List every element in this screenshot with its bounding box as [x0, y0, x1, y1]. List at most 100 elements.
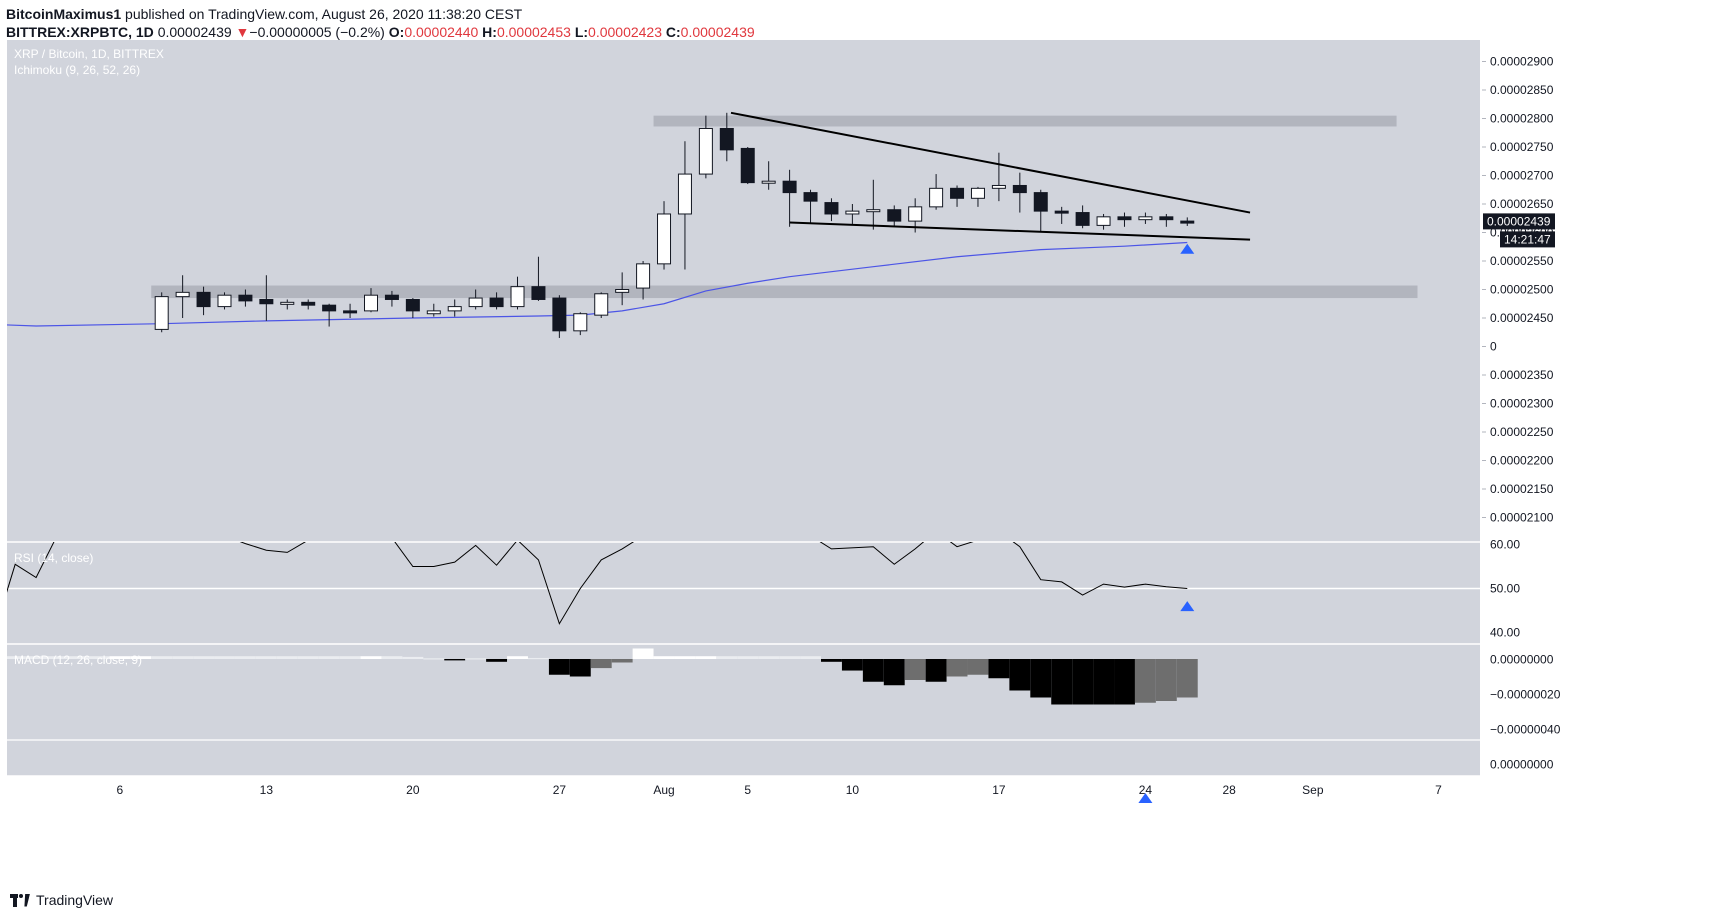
macd-histogram-bar — [339, 656, 361, 659]
publisher-name[interactable]: BitcoinMaximus1 — [6, 6, 122, 22]
macd-histogram-bar — [611, 659, 633, 663]
candle — [468, 289, 483, 310]
date-tick-label: 5 — [744, 783, 751, 797]
price-tick-label: 0.00002300 — [1490, 397, 1554, 411]
candle — [154, 292, 169, 333]
macd-histogram-bar — [214, 656, 235, 659]
price-tick-label: 0.00002550 — [1490, 254, 1554, 268]
rsi-label: RSI (14, close) — [14, 551, 93, 565]
macd-histogram-bar — [172, 656, 194, 659]
bear-candle-body — [1180, 220, 1195, 224]
bull-candle-body — [929, 187, 944, 208]
bear-candle-body — [719, 127, 734, 151]
candle — [698, 115, 713, 179]
bear-candle-body — [259, 298, 274, 305]
candle — [970, 186, 985, 207]
macd-tick-label: −0.00000040 — [1490, 723, 1561, 737]
macd-histogram-bar — [548, 659, 570, 675]
bear-candle-body — [887, 209, 902, 222]
bull-candle-body — [364, 294, 378, 312]
macd-tick-label: 0.00000000 — [1490, 653, 1554, 667]
candle — [761, 161, 776, 190]
candle — [280, 299, 295, 310]
macd-histogram-bar — [444, 659, 466, 661]
published-text: published on TradingView.com, August 26,… — [125, 6, 523, 22]
last-price-label: 0.00002439 — [1487, 214, 1551, 228]
candle — [552, 295, 567, 338]
macd-histogram-bar — [109, 656, 131, 659]
macd-histogram-bar — [883, 659, 905, 686]
open-value: 0.00002440 — [404, 24, 479, 40]
bull-candle-body — [636, 263, 651, 289]
macd-histogram-bar — [527, 657, 549, 660]
candle — [845, 204, 860, 224]
candle — [447, 299, 462, 317]
macd-tick-label: −0.00000020 — [1490, 688, 1561, 702]
macd-histogram-bar — [716, 656, 738, 659]
price-tick-label: 0.00002200 — [1490, 454, 1554, 468]
candle — [259, 275, 274, 321]
candle — [887, 205, 902, 227]
price-tick-label: 0.00002350 — [1490, 368, 1554, 382]
candle — [489, 292, 504, 310]
published-line: BitcoinMaximus1 published on TradingView… — [6, 6, 522, 22]
macd-histogram-bar — [360, 656, 382, 659]
tradingview-brand: TradingView — [36, 892, 114, 908]
candle — [824, 198, 839, 222]
date-tick-label: 7 — [1435, 783, 1442, 797]
macd-histogram-bar — [653, 656, 675, 659]
candle — [1075, 205, 1090, 229]
bull-candle-body — [510, 286, 525, 308]
price-tick-label: 0.00002650 — [1490, 197, 1554, 211]
bull-candle-body — [908, 206, 923, 222]
last-price-box — [1483, 213, 1555, 230]
candle — [531, 256, 546, 301]
rsi-tick-label: 60.00 — [1490, 538, 1520, 552]
macd-histogram-bar — [234, 656, 256, 659]
candle — [740, 147, 755, 185]
tradingview-footer[interactable]: TradingView — [10, 892, 113, 908]
macd-histogram-bar — [674, 656, 696, 659]
high-value: 0.00002453 — [496, 24, 571, 40]
bear-candle-body — [238, 294, 253, 302]
candle — [301, 299, 316, 310]
bear-candle-body — [950, 187, 965, 199]
close-label: C: — [665, 24, 681, 40]
candle — [510, 276, 525, 310]
price-tick-label: 0.00002100 — [1490, 511, 1554, 525]
macd-histogram-bar — [988, 659, 1010, 679]
date-tick-label: 28 — [1222, 783, 1236, 797]
low-label: L: — [574, 24, 589, 40]
date-tick-label: 24 — [1139, 783, 1153, 797]
date-tick-label: Sep — [1302, 783, 1324, 797]
bull-candle-body — [615, 289, 630, 293]
macd-tick-label: 0.00000000 — [1490, 758, 1554, 772]
ohlc-line: BITTREX:XRPBTC, 1D 0.00002439 ▼−0.000000… — [6, 24, 755, 40]
macd-histogram-bar — [151, 656, 173, 659]
macd-histogram-bar — [737, 656, 759, 659]
candle — [636, 261, 651, 300]
macd-histogram-bar — [925, 659, 947, 682]
macd-histogram-bar — [946, 659, 968, 677]
macd-histogram-bar — [1009, 659, 1031, 691]
bull-candle-body — [1096, 216, 1111, 226]
bear-candle-body — [405, 298, 420, 312]
macd-histogram-bar — [255, 656, 277, 659]
resistance-zone — [151, 285, 1418, 299]
price-tick-label: 0.00002500 — [1490, 283, 1554, 297]
candle — [657, 201, 672, 270]
bull-candle-body — [761, 180, 776, 184]
bear-candle-body — [1054, 210, 1069, 214]
up-arrow-icon — [1138, 793, 1153, 803]
candle — [677, 141, 692, 270]
candle — [929, 174, 944, 210]
macd-histogram-bar — [695, 656, 717, 659]
date-tick-label: 6 — [116, 783, 123, 797]
price-layer — [7, 111, 1418, 338]
candle — [1054, 206, 1069, 224]
candle — [364, 288, 378, 313]
candle — [1096, 213, 1111, 230]
macd-histogram-bar — [1114, 659, 1135, 705]
trendline — [730, 111, 1251, 214]
